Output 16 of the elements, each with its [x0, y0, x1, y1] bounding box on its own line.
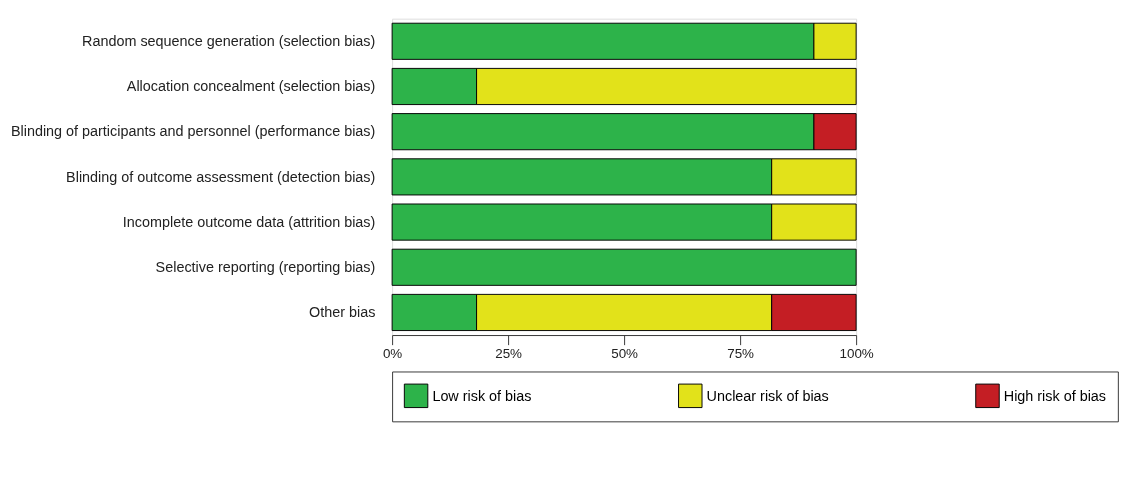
y-tick-label: Blinding of participants and personnel (performance bias): [10, 123, 376, 140]
x-tick-label: 0%: [382, 345, 403, 361]
legend-label: Low risk of bias: [432, 387, 532, 404]
x-tick-label: 75%: [727, 345, 755, 361]
y-tick-label: Allocation concealment (selection bias): [126, 78, 376, 95]
y-tick-label: Other bias: [309, 304, 376, 321]
x-tick-label: 25%: [495, 345, 523, 361]
x-tick-label: 100%: [839, 345, 874, 361]
bar: [391, 248, 857, 286]
y-tick-label: Selective reporting (reporting bias): [155, 259, 376, 276]
legend-label: Unclear risk of bias: [706, 387, 829, 404]
legend-label: High risk of bias: [1003, 387, 1107, 404]
y-tick-label: Incomplete outcome data (attrition bias): [122, 213, 376, 230]
x-tick-label: 50%: [611, 345, 639, 361]
y-tick-label: Random sequence generation (selection bias): [82, 33, 376, 50]
y-tick-label: Blinding of outcome assessment (detection bias): [66, 168, 376, 185]
